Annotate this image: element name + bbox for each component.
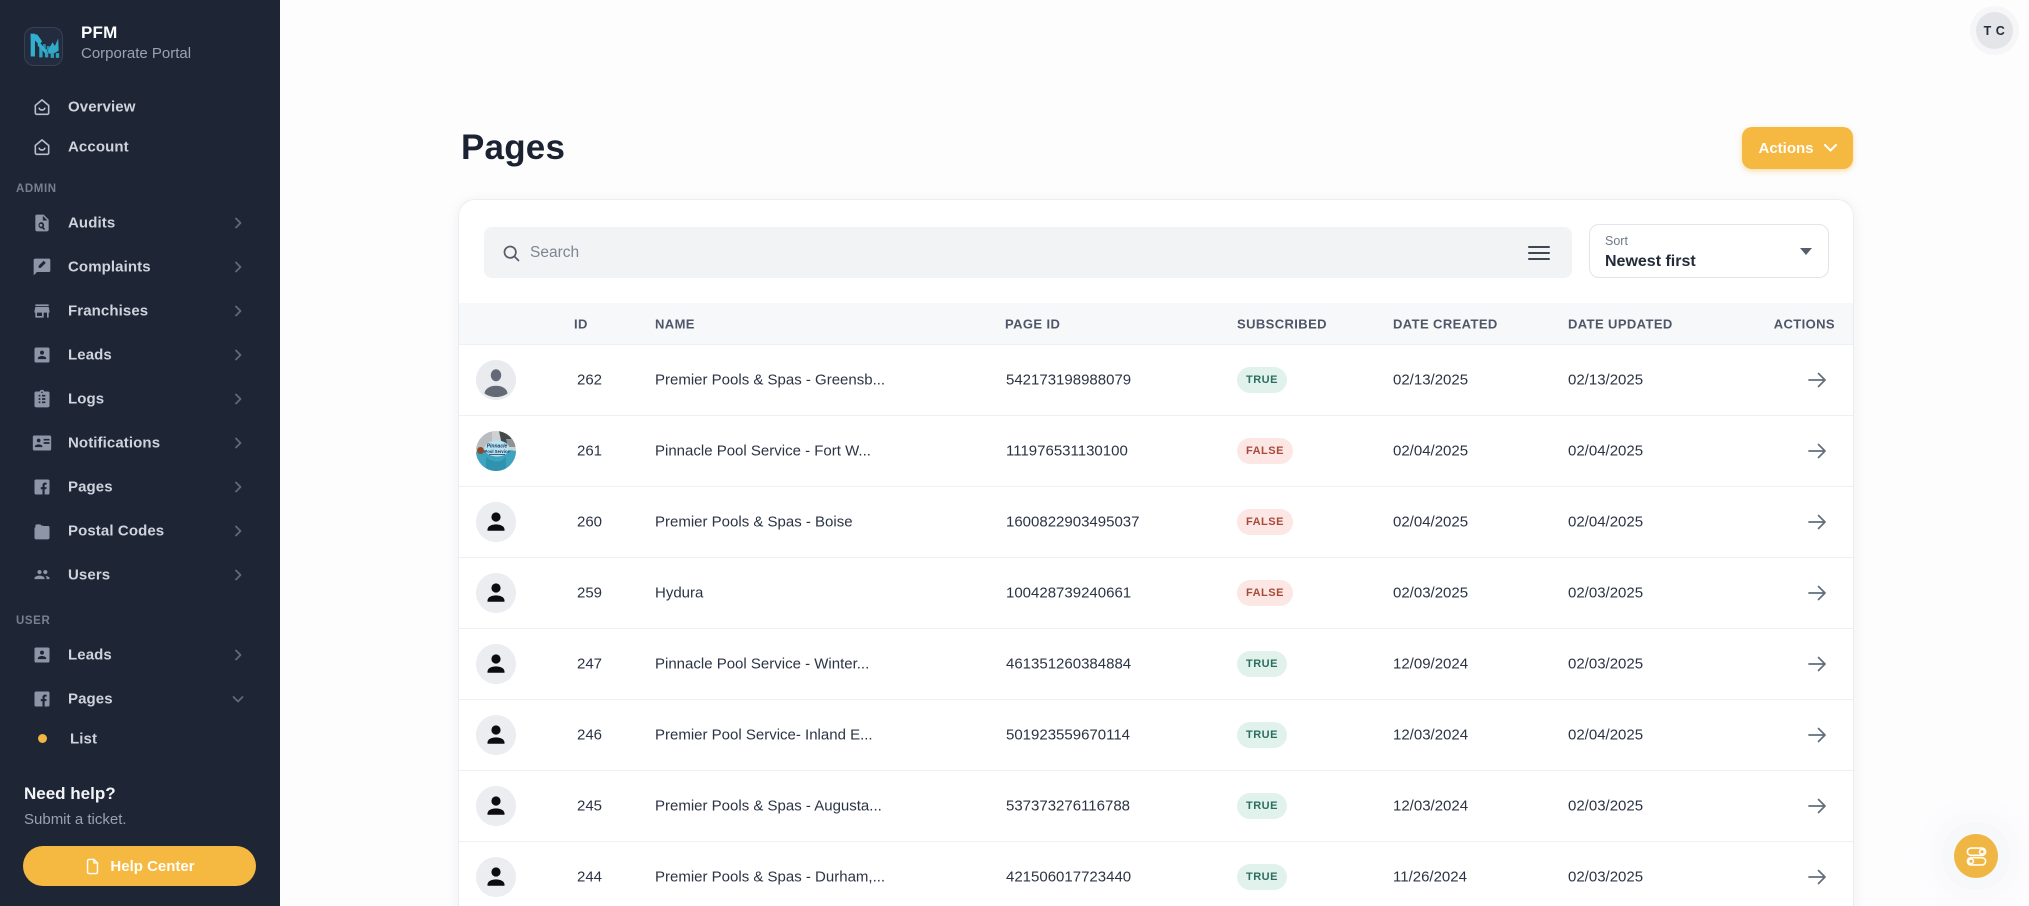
- svg-text:Pool Service: Pool Service: [484, 449, 510, 454]
- svg-text:Pinnacle: Pinnacle: [487, 444, 508, 450]
